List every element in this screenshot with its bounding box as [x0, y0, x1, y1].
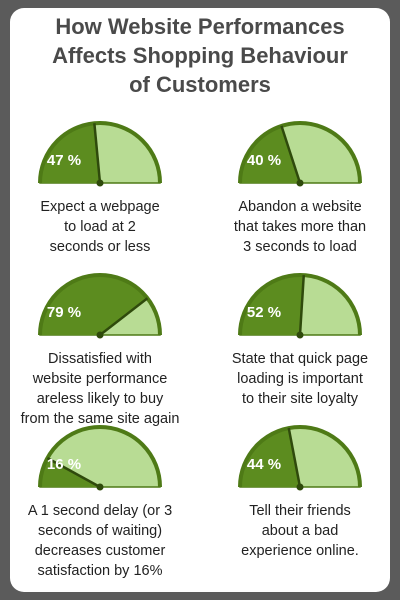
caption-line: Abandon a website	[238, 199, 361, 215]
gauge-rim	[238, 121, 362, 184]
caption-line: experience online.	[241, 543, 359, 559]
caption-line: Dissatisfied with	[48, 351, 152, 367]
gauge-label: 16 %	[47, 456, 81, 473]
caption-line: A 1 second delay (or 3	[28, 503, 172, 519]
gauge-needle	[287, 427, 302, 488]
caption-line: seconds of waiting)	[38, 523, 162, 539]
caption-line: satisfaction by 16%	[38, 563, 163, 579]
gauge-needle	[46, 456, 101, 489]
gauge-needle	[99, 297, 149, 336]
gauge-pivot	[296, 483, 304, 491]
caption-line: loading is important	[237, 371, 363, 387]
gauge-value	[40, 123, 100, 183]
gauge-rim	[38, 121, 162, 184]
gauge-pivot	[296, 179, 304, 187]
gauge-value	[240, 274, 304, 335]
gauge-rim	[38, 273, 162, 336]
gauge-needle	[93, 123, 102, 184]
gauge-pivot	[96, 483, 104, 491]
caption-line: Tell their friends	[249, 503, 351, 519]
gauge-label: 40 %	[247, 152, 281, 169]
gauge-rim	[238, 273, 362, 336]
caption-line: State that quick page	[232, 351, 368, 367]
gauge-needle	[280, 125, 302, 184]
caption-line: seconds or less	[50, 239, 151, 255]
gauge-rim	[38, 425, 162, 488]
title-line: How Website Performances	[55, 14, 344, 39]
gauge-pivot	[96, 331, 104, 339]
title-line: Affects Shopping Behaviour	[52, 43, 348, 68]
caption-line: website performance	[32, 371, 168, 387]
gauge-needle	[298, 275, 306, 336]
gauge-label: 47 %	[47, 152, 81, 169]
gauge-label: 44 %	[247, 456, 281, 473]
gauge-value	[240, 428, 300, 487]
caption-line: Expect a webpage	[40, 199, 159, 215]
gauge-pivot	[96, 179, 104, 187]
gauge-label: 79 %	[47, 304, 81, 321]
gauge-rim	[238, 425, 362, 488]
gauge-pivot	[296, 331, 304, 339]
title-line: of Customers	[129, 72, 271, 97]
caption-line: to load at 2	[64, 219, 136, 235]
caption-line: to their site loyalty	[242, 391, 359, 407]
caption-line: areless likely to buy	[37, 391, 164, 407]
caption-line: decreases customer	[35, 543, 166, 559]
gauge-value	[40, 275, 148, 335]
caption-line: 3 seconds to load	[243, 239, 357, 255]
caption-line: about a bad	[262, 523, 339, 539]
caption-line: that takes more than	[234, 219, 366, 235]
gauge-label: 52 %	[247, 304, 281, 321]
caption-line: from the same site again	[21, 411, 180, 427]
